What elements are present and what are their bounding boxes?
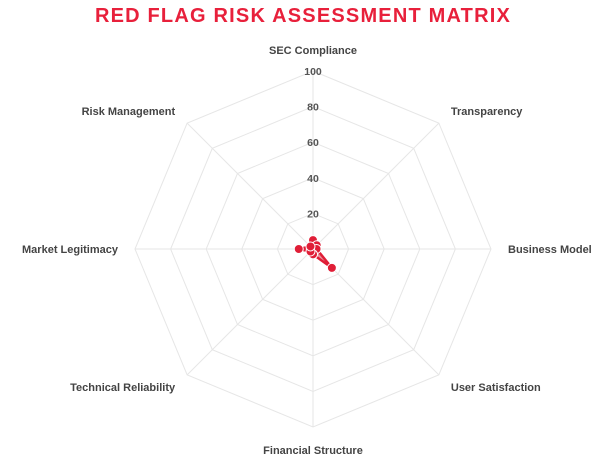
axis-label: Financial Structure	[263, 445, 363, 454]
tick-label: 20	[307, 208, 319, 220]
axis-label: Technical Reliability	[70, 382, 176, 394]
grid-spoke	[186, 248, 314, 376]
data-point	[326, 262, 337, 273]
tick-label: 100	[304, 66, 322, 78]
data-point	[305, 241, 316, 252]
radar-grid	[134, 70, 492, 428]
chart-title: RED FLAG RISK ASSESSMENT MATRIX	[94, 5, 512, 27]
axis-label: Market Legitimacy	[22, 244, 119, 256]
tick-label: 40	[307, 173, 319, 185]
axis-label: Risk Management	[82, 106, 176, 118]
grid-spoke	[186, 122, 314, 250]
axis-label: SEC Compliance	[269, 45, 357, 57]
axis-labels: SEC Compliance Transparency Business Model…	[22, 45, 592, 454]
axis-label: Transparency	[451, 106, 523, 118]
grid-spoke	[312, 122, 440, 250]
data-point	[293, 244, 304, 254]
tick-label: 80	[307, 102, 319, 114]
radial-ticks: 20 40 60 80 100	[304, 66, 322, 220]
axis-label: Business Model	[508, 244, 592, 256]
series-layer	[293, 235, 337, 273]
tick-label: 60	[307, 137, 319, 149]
axis-label: User Satisfaction	[451, 382, 541, 394]
